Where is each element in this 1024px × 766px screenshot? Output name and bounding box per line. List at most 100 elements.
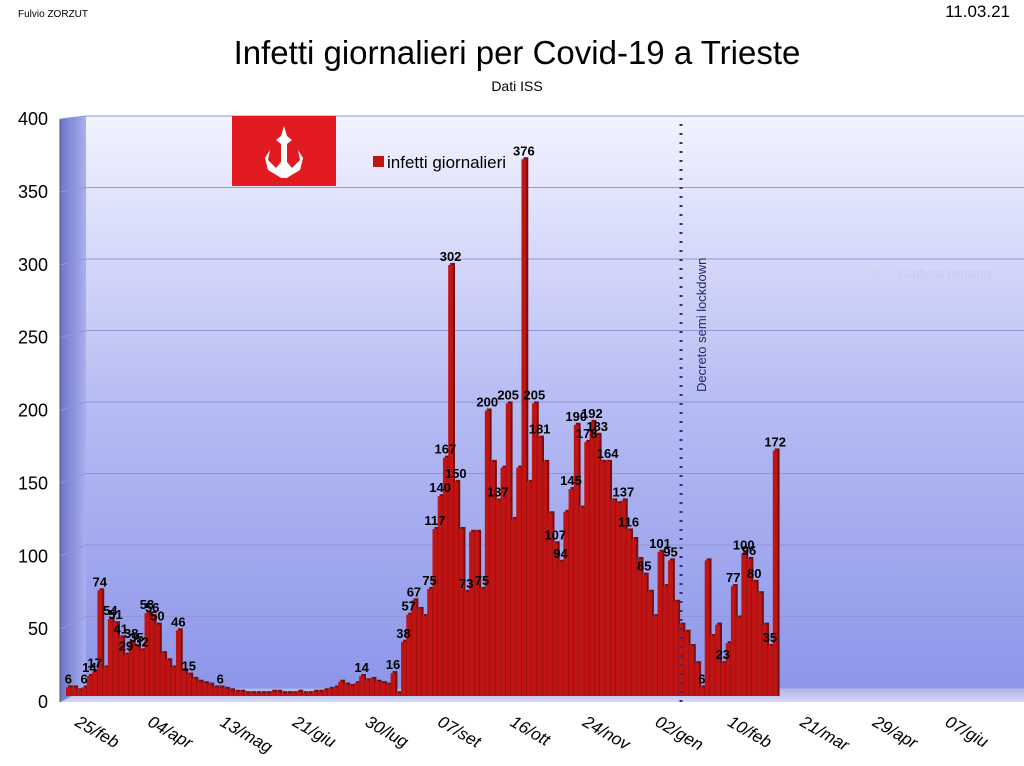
- gridline-side: [59, 544, 87, 557]
- data-label: 75: [475, 573, 489, 588]
- chart-subtitle: Dati ISS: [491, 78, 543, 94]
- bar: [542, 461, 548, 696]
- x-tick-label: 21/giu: [289, 712, 340, 752]
- bar: [76, 690, 82, 696]
- data-label: 56: [145, 600, 159, 615]
- bar: [81, 687, 87, 696]
- bar: [600, 461, 605, 696]
- data-label: 94: [553, 546, 568, 561]
- bar: [584, 441, 590, 696]
- bar: [149, 616, 155, 696]
- x-tick-label: 04/apr: [145, 712, 197, 753]
- bar: [741, 553, 747, 696]
- bar: [191, 678, 197, 696]
- data-label: 46: [171, 614, 185, 629]
- bar: [767, 646, 773, 696]
- bar: [249, 693, 255, 696]
- side-wall: [60, 116, 86, 702]
- bar: [343, 684, 349, 696]
- x-axis: 25/feb 04/apr 13/mag 21/giu 30/lug 07/set 16/o…: [71, 712, 992, 758]
- bar: [181, 670, 186, 696]
- bar: [144, 613, 150, 696]
- legend-swatch: [373, 156, 384, 167]
- x-tick-label: 13/mag: [217, 712, 276, 757]
- data-label: 137: [612, 484, 634, 499]
- bar: [416, 608, 422, 696]
- bar: [207, 684, 213, 696]
- bar: [694, 663, 700, 696]
- bar: [333, 687, 338, 696]
- bar: [641, 574, 647, 696]
- author-label: Fulvio ZORZUT: [18, 9, 88, 20]
- halberd-icon: [265, 126, 303, 178]
- data-label: 183: [586, 419, 608, 434]
- bar: [547, 513, 553, 696]
- data-label: 50: [150, 609, 164, 624]
- bar: [223, 688, 228, 696]
- bar: [772, 450, 778, 696]
- y-tick-label: 300: [18, 255, 48, 275]
- x-tick-label: 21/mar: [796, 712, 853, 756]
- bar: [134, 646, 139, 696]
- bar: [526, 481, 532, 696]
- bar: [490, 461, 495, 696]
- data-label: 14: [354, 660, 369, 675]
- bar: [238, 691, 244, 696]
- y-tick-label: 150: [18, 473, 48, 493]
- gridline-side: [59, 401, 87, 411]
- x-tick-label: 16/ott: [507, 712, 554, 750]
- bar: [432, 528, 438, 696]
- bar: [610, 500, 616, 696]
- bar: [118, 637, 124, 696]
- bar: [757, 593, 762, 696]
- data-label: 164: [597, 446, 619, 461]
- bar: [516, 467, 522, 696]
- bar: [448, 264, 453, 696]
- data-label: 38: [124, 626, 138, 641]
- bar: [217, 687, 223, 696]
- bar: [505, 403, 511, 696]
- bar: [725, 643, 731, 696]
- data-label: 41: [114, 621, 128, 636]
- data-label: 35: [763, 630, 777, 645]
- bar: [631, 538, 637, 696]
- bar: [746, 558, 752, 696]
- bar: [699, 687, 705, 696]
- bar: [422, 616, 427, 696]
- bar: [369, 678, 375, 696]
- bar: [92, 671, 97, 696]
- bar: [568, 489, 574, 696]
- bar: [270, 691, 275, 696]
- bar: [474, 531, 480, 696]
- date-label: 11.03.21: [945, 2, 1010, 21]
- bar: [380, 683, 385, 696]
- bar: [730, 586, 736, 696]
- bar: [123, 654, 129, 696]
- bar: [291, 693, 296, 696]
- bar: [427, 588, 433, 696]
- data-label: 178: [576, 426, 598, 441]
- data-label: 96: [742, 543, 756, 558]
- data-label: 57: [401, 599, 415, 614]
- data-label: 38: [396, 626, 410, 641]
- bar: [385, 684, 391, 696]
- bar: [212, 687, 218, 696]
- bar: [537, 437, 542, 696]
- data-label: 95: [663, 544, 677, 559]
- bar: [244, 693, 249, 696]
- bar: [500, 467, 506, 696]
- bar: [353, 683, 359, 696]
- bar: [647, 591, 652, 696]
- bar: [511, 518, 516, 696]
- bar: [139, 650, 145, 696]
- bar: [594, 434, 600, 696]
- bar: [97, 590, 103, 696]
- data-label: 85: [637, 559, 651, 574]
- data-label: 145: [560, 473, 582, 488]
- data-label: 117: [424, 513, 445, 528]
- data-label: 137: [487, 484, 509, 499]
- watermark-text: Cattura rettang: [898, 265, 991, 281]
- bar: [563, 511, 569, 696]
- bar: [390, 673, 396, 696]
- bar: [678, 624, 684, 696]
